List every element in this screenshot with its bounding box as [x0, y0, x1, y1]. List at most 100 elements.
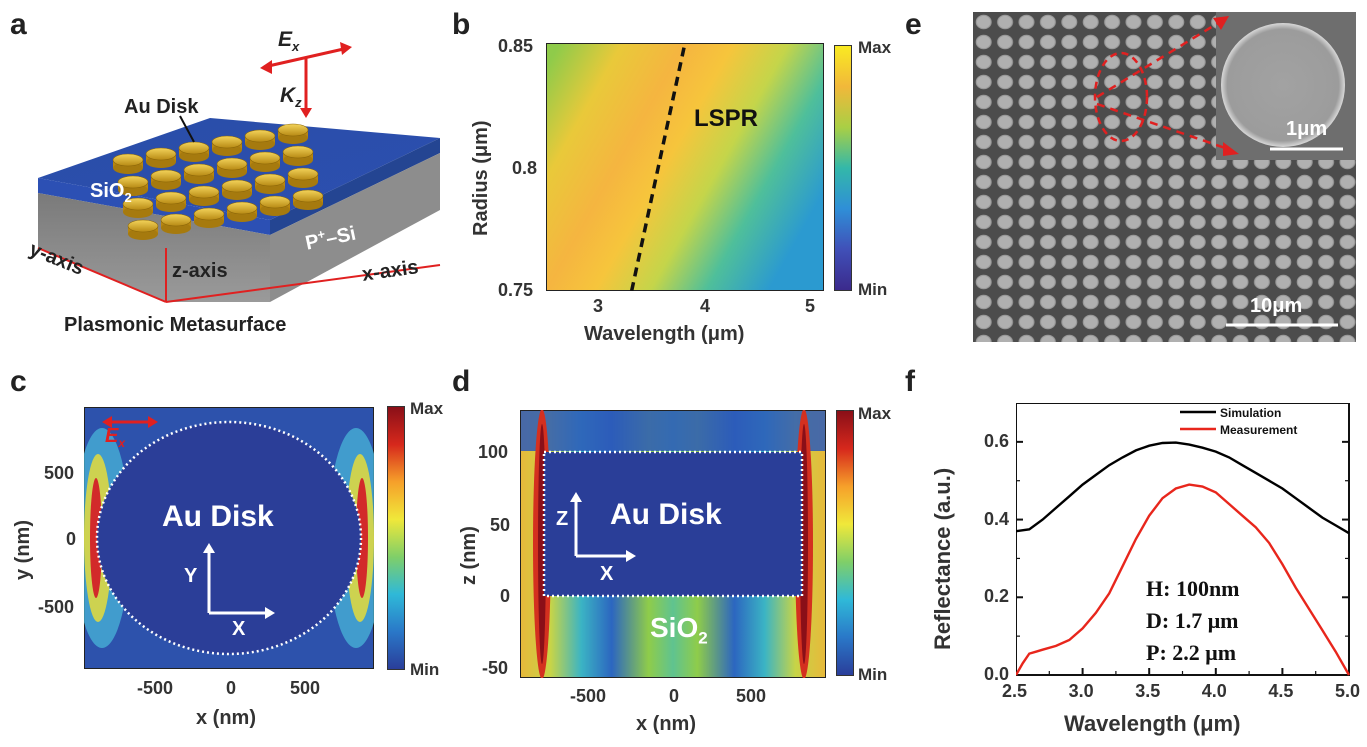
ex-arrow-head-left: [260, 60, 272, 74]
c-ytick-1: 500: [44, 463, 75, 483]
panel-label-f: f: [905, 365, 915, 398]
d-axis-x-label: X: [600, 563, 614, 585]
x-axis-line: [165, 264, 441, 303]
b-ylabel: Radius (μm): [470, 120, 492, 236]
au-disk: [193, 207, 225, 221]
f-xtick-label: 2.5: [1002, 681, 1028, 701]
au-disk: [112, 153, 144, 167]
field-e-label: Ex: [278, 28, 300, 55]
b-xtick-2: 4: [700, 296, 711, 316]
au-disk: [254, 173, 286, 187]
c-disk-outline: [95, 420, 363, 656]
au-disk: [117, 175, 149, 189]
d-field-map: [520, 410, 826, 678]
d-ylabel: z (nm): [458, 526, 480, 585]
panel-label-d: d: [452, 365, 471, 398]
c-axis-x-label: X: [232, 618, 246, 640]
au-disk: [122, 197, 154, 211]
au-disk: [292, 189, 324, 203]
panel-label-c: c: [10, 365, 27, 398]
f-diameter-text: D: 1.7 μm: [1146, 608, 1239, 633]
au-disk: [244, 129, 276, 143]
inset-scale-label: 1μm: [1286, 118, 1328, 140]
sem-image: [973, 12, 1356, 342]
f-xlabel: Wavelength (μm): [1064, 711, 1241, 736]
au-disk: [259, 195, 291, 209]
zoom-circle: [1093, 51, 1149, 143]
schematic-caption: Plasmonic Metasurface: [64, 314, 287, 336]
b-ytick-1: 0.85: [498, 36, 534, 56]
z-axis-label: z-axis: [172, 260, 228, 282]
f-ytick-label: 0.2: [984, 586, 1010, 607]
si-right-face: [270, 153, 440, 302]
au-disk-label: Au Disk: [124, 96, 199, 118]
d-xtick-2: 0: [669, 686, 680, 706]
field-k-label: Kz: [280, 84, 302, 111]
d-ytick-1: 100: [478, 442, 509, 462]
b-xtick-1: 3: [593, 296, 604, 316]
d-disk-outline: [542, 450, 804, 598]
ex-arrow-head-right: [340, 42, 352, 55]
f-legend-label: Measurement: [1220, 423, 1297, 437]
au-disk: [188, 185, 220, 199]
f-ytick-label: 0.4: [984, 508, 1010, 529]
zoom-arrow-top: [1213, 16, 1229, 30]
kz-arrow-head: [300, 108, 312, 118]
au-disk: [127, 219, 159, 233]
b-cb-min: Min: [858, 280, 888, 299]
b-ytick-3: 0.75: [498, 280, 534, 300]
panel-label-e: e: [905, 8, 922, 41]
c-cb-min: Min: [410, 660, 440, 679]
d-ytick-2: 50: [490, 515, 511, 535]
f-xtick-label: 4.5: [1268, 681, 1294, 701]
panel-label-b: b: [452, 8, 471, 41]
metasurface-schematic: [37, 42, 441, 303]
f-legend: Simulation Measurement: [1180, 406, 1297, 437]
ex-arrow: [263, 46, 349, 69]
lspr-annotation: LSPR: [694, 105, 759, 132]
au-disk: [145, 147, 177, 161]
c-xtick-3: 500: [290, 678, 321, 698]
au-disk: [277, 123, 309, 137]
au-disk-pointer: [179, 115, 195, 143]
au-disk: [249, 151, 281, 165]
f-ylabel: Reflectance (a.u.): [930, 467, 955, 650]
f-xtick-label: 4.0: [1201, 681, 1227, 701]
d-colorbar: [836, 410, 854, 676]
f-series: [1016, 441, 1351, 676]
f-xtick-label: 3.0: [1068, 681, 1094, 701]
reflectance-chart: Simulation Measurement: [1016, 403, 1351, 676]
c-field-map: [84, 407, 374, 669]
c-cb-max: Max: [410, 399, 444, 418]
au-disk: [183, 163, 215, 177]
d-cb-min: Min: [858, 665, 888, 684]
b-xlabel: Wavelength (μm): [584, 323, 745, 345]
f-legend-label: Simulation: [1220, 406, 1281, 420]
d-cb-max: Max: [858, 404, 892, 423]
d-au-disk-label: Au Disk: [610, 498, 722, 531]
d-ytick-3: 0: [500, 586, 511, 606]
au-disk: [221, 179, 253, 193]
au-disk: [160, 213, 192, 227]
c-au-disk-label: Au Disk: [162, 500, 274, 533]
au-disk-array: [112, 123, 324, 240]
au-disk: [282, 145, 314, 159]
zoom-arrow-bottom: [1223, 142, 1239, 156]
lspr-heatmap: [546, 43, 824, 291]
c-xtick-1: -500: [137, 678, 174, 698]
d-xtick-1: -500: [570, 686, 607, 706]
d-xtick-3: 500: [736, 686, 767, 706]
b-cb-max: Max: [858, 38, 892, 57]
c-ytick-2: 0: [66, 529, 77, 549]
c-ytick-3: -500: [38, 597, 75, 617]
c-xlabel: x (nm): [196, 707, 256, 729]
f-ytick-label: 0.0: [984, 664, 1010, 684]
c-xtick-2: 0: [226, 678, 237, 698]
sio2-right-band: [270, 138, 440, 235]
main-scale-label: 10μm: [1250, 295, 1303, 317]
au-disk: [287, 167, 319, 181]
c-axis-y-label: Y: [184, 565, 198, 587]
f-ytick-label: 0.6: [984, 430, 1010, 451]
sem-inset-disk: [1221, 23, 1345, 147]
b-colorbar: [834, 45, 852, 291]
